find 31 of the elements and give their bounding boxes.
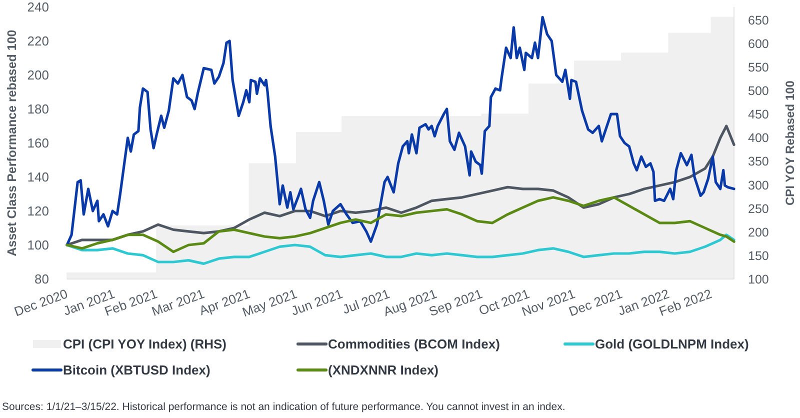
y2-tick-label: 150: [748, 248, 769, 263]
y-tick-label: 180: [27, 102, 49, 117]
y2-tick-label: 500: [748, 84, 769, 98]
y2-tick-label: 600: [748, 37, 769, 52]
legend-label: (XNDXNNR Index): [328, 362, 439, 378]
y2-axis-title: CPI YOY Rebased 100: [783, 80, 797, 206]
source-note: Sources: 1/1/21–3/15/22. Historical performance is not an indication of future performance. You cannot invest in an index.: [2, 401, 566, 413]
y-tick-label: 160: [27, 136, 49, 151]
line-series: [66, 196, 736, 254]
y2-tick-label: 450: [748, 108, 769, 122]
y2-tick-label: 200: [748, 225, 769, 240]
y-tick-label: 220: [27, 34, 49, 49]
y-tick-label: 240: [27, 0, 49, 15]
y2-tick-label: 550: [748, 60, 769, 75]
line-series: [66, 234, 736, 265]
y-axis-title: Asset Class Performance rebased 100: [5, 30, 19, 256]
y2-tick-label: 350: [748, 154, 769, 169]
y-tick-label: 120: [27, 204, 49, 219]
legend-label: Commodities (BCOM Index): [328, 336, 500, 352]
y2-tick-label: 400: [748, 131, 769, 146]
y2-tick-label: 650: [748, 14, 769, 28]
y2-tick-label: 250: [748, 202, 769, 216]
y-tick-label: 200: [27, 68, 49, 83]
y-tick-label: 140: [27, 170, 49, 185]
y-tick-label: 100: [27, 238, 49, 253]
legend-label: Bitcoin (XBTUSD Index): [63, 362, 210, 378]
y2-tick-label: 100: [748, 272, 769, 286]
legend-label: CPI (CPI YOY Index) (RHS): [63, 336, 226, 352]
y2-tick-label: 300: [748, 178, 769, 192]
y-tick-label: 80: [34, 272, 49, 287]
legend-label: Gold (GOLDLNPM Index): [595, 336, 749, 352]
